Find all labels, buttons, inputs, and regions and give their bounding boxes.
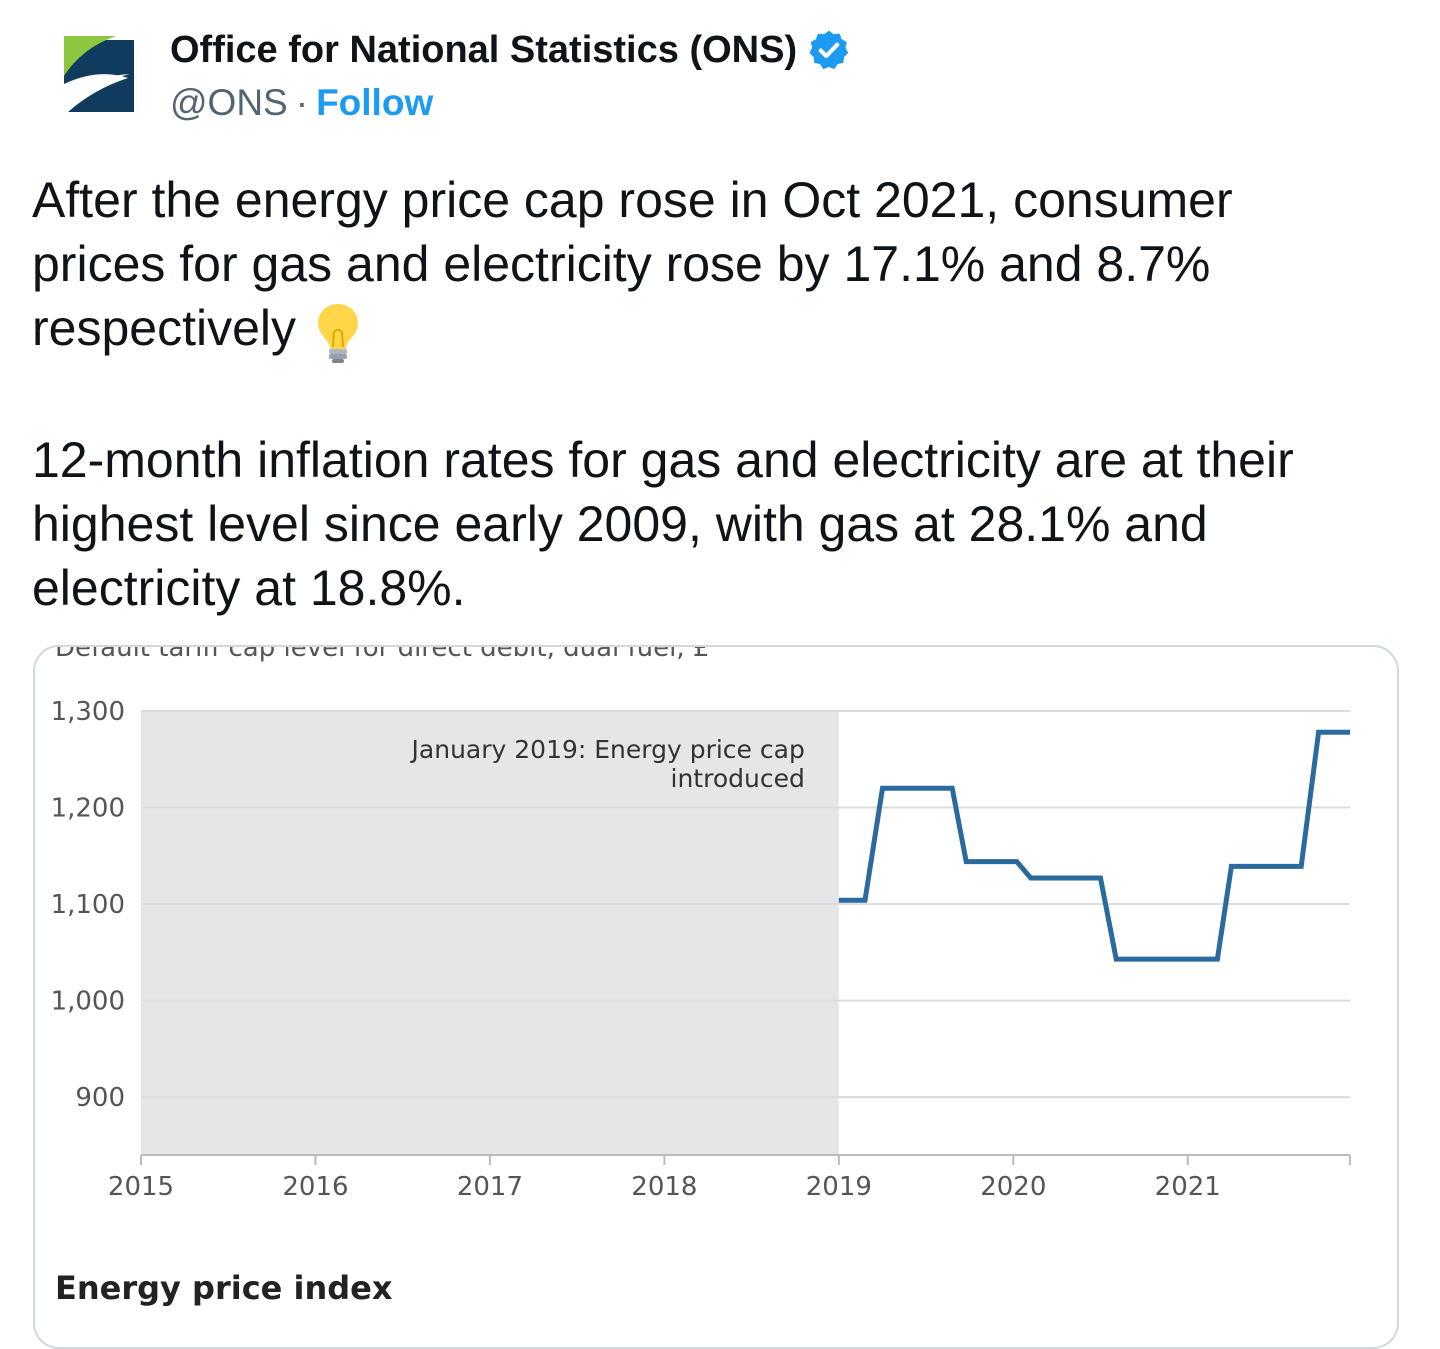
paragraph-gap	[32, 364, 1412, 428]
chart-title-cropped: Default tariff cap level for direct debi…	[55, 645, 710, 663]
tweet-text-line: 12-month inflation rates for gas and ele…	[32, 431, 1294, 488]
follow-button[interactable]: Follow	[316, 82, 434, 123]
x-tick-label: 2017	[457, 1172, 523, 1202]
x-tick-label: 2015	[108, 1172, 174, 1202]
tweet-text-line: prices for gas and electricity rose by 1…	[32, 236, 1211, 292]
y-tick-label: 900	[75, 1083, 125, 1113]
logo-navy-shape	[64, 40, 134, 112]
tweet-header: Office for National Statistics (ONS) @ON…	[54, 28, 1054, 123]
tweet-text-line: After the energy price cap rose in Oct 2…	[32, 172, 1233, 228]
annotation-text: January 2019: Energy price cap	[410, 735, 805, 764]
y-tick-label: 1,200	[51, 794, 125, 824]
tweet-text: After the energy price cap rose in Oct 2…	[32, 168, 1412, 620]
tweet-text-line-with-emoji: respectively	[32, 296, 1412, 364]
x-tick-label: 2021	[1155, 1172, 1221, 1202]
media-card[interactable]: Default tariff cap level for direct debi…	[33, 645, 1399, 1349]
x-tick-label: 2018	[631, 1172, 697, 1202]
x-tick-label: 2019	[806, 1172, 872, 1202]
tweet-text-line: electricity at 18.8%.	[32, 559, 466, 616]
shaded-region	[141, 711, 839, 1155]
series-line	[838, 729, 1350, 962]
x-tick-label: 2016	[282, 1172, 348, 1202]
price-cap-chart: 900 1,000 1,100 1,200 1,300 2015 2016 2017 2018 2…	[51, 697, 1351, 1202]
x-tick-label: 2020	[980, 1172, 1046, 1202]
y-tick-label: 1,300	[51, 697, 125, 727]
tweet-text-line: highest level since early 2009, with gas…	[32, 495, 1208, 552]
next-chart-title-cropped: Energy price index	[55, 1269, 393, 1307]
logo-green-shape	[56, 36, 116, 76]
handle[interactable]: @ONS	[170, 82, 288, 123]
name-row: Office for National Statistics (ONS)	[170, 28, 851, 71]
separator-dot: ·	[295, 82, 309, 123]
tweet-text-line: respectively	[32, 300, 296, 356]
y-tick-label: 1,100	[51, 890, 125, 920]
handle-row: @ONS · Follow	[170, 82, 433, 124]
verified-badge-icon	[809, 30, 849, 70]
annotation-text: introduced	[671, 764, 805, 793]
ons-logo[interactable]	[54, 34, 136, 116]
logo-white-swoosh	[56, 74, 130, 112]
light-bulb-icon	[318, 303, 358, 363]
y-tick-label: 1,000	[51, 987, 125, 1017]
display-name[interactable]: Office for National Statistics (ONS)	[170, 28, 798, 71]
